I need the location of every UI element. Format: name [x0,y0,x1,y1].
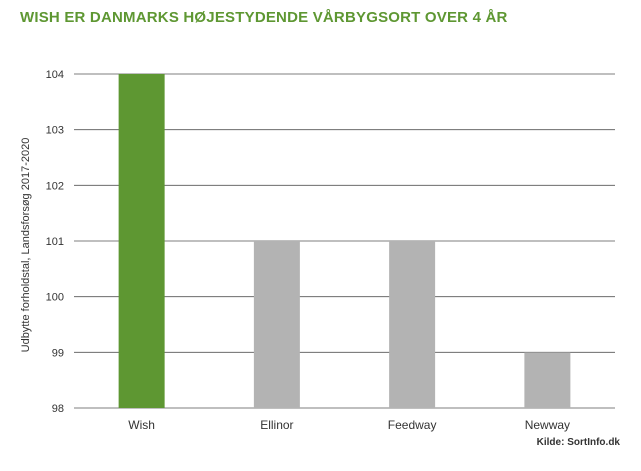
bar-newway [524,352,571,408]
bar-wish [118,74,165,408]
y-tick-label: 101 [46,236,64,248]
x-tick-label: Newway [525,418,570,432]
bar-feedway [389,241,436,408]
chart-title: WISH ER DANMARKS HØJESTYDENDE VÅRBYGSORT… [20,9,508,26]
x-tick-label: Ellinor [260,418,293,432]
tick-labels: 98 99 100 101 102 103 104 Wish Ellinor Feedway New… [46,69,570,432]
bar-ellinor [253,241,300,408]
y-tick-label: 102 [46,180,64,192]
source-note: Kilde: SortInfo.dk [536,437,620,448]
y-tick-label: 100 [46,292,64,304]
x-tick-label: Wish [128,418,155,432]
y-tick-label: 104 [46,69,64,81]
x-tick-label: Feedway [388,418,437,432]
y-tick-label: 98 [52,403,64,415]
y-axis-title: Udbytte forholdstal, Landsforsøg 2017-20… [20,138,32,353]
y-tick-label: 103 [46,125,64,137]
y-tick-label: 99 [52,347,64,359]
bars [118,74,571,408]
